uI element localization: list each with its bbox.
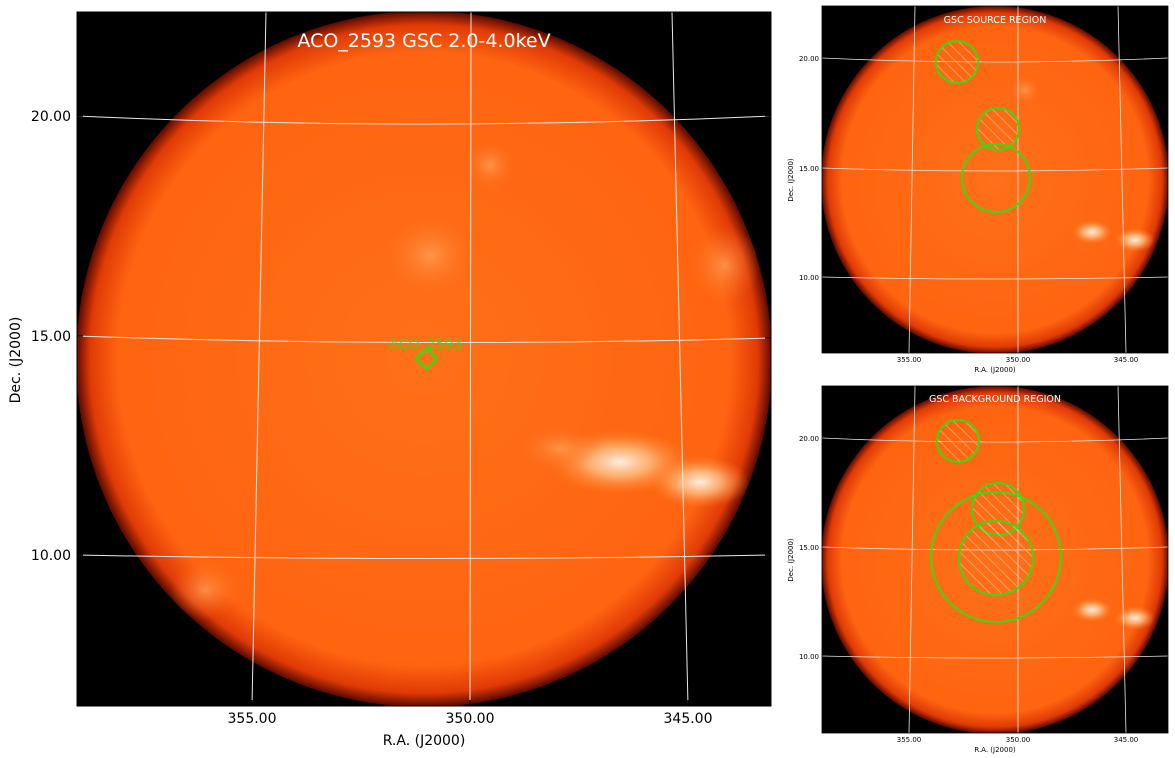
main-sky-disk [77,12,771,706]
cluster-marker: ACO_2593 [390,337,463,371]
diamond-marker-icon [414,346,439,371]
source-y-tick-label: 10.00 [799,274,819,282]
main-x-tick-label: 350.00 [446,711,495,727]
excluded-region-circle [976,107,1020,151]
background-x-tick-label: 355.00 [897,736,922,744]
background-y-tick-label: 15.00 [799,544,819,552]
main-x-axis-label: R.A. (J2000) [383,733,466,749]
background-y-tick-label: 20.00 [799,435,819,443]
main-bright-source-halo [520,426,600,470]
main-bright-source-tail [650,456,750,508]
source-title: GSC SOURCE REGION [944,15,1047,26]
source-y-tick-label: 20.00 [799,55,819,63]
background-x-tick-label: 345.00 [1114,736,1139,744]
main-y-axis-label: Dec. (J2000) [8,317,24,404]
source-bright-source-tail [1115,228,1155,252]
background-axes-frame [821,385,1169,734]
source-region-circle [961,143,1031,213]
source-y-tick-label: 15.00 [799,165,819,173]
background-bright-source [1072,598,1112,622]
background-annulus-outer [930,491,1062,623]
source-bright-source [1072,220,1112,244]
background-region-panel: GSC BACKGROUND REGION 355.00 350.00 345.… [787,385,1169,754]
excluded-region-circle [935,40,979,84]
main-y-tick-label: 20.00 [31,109,71,125]
background-y-axis-label: Dec. (J2000) [787,538,795,582]
main-axes-frame [76,11,772,707]
excluded-source-circle [958,520,1034,596]
main-title: ACO_2593 GSC 2.0-4.0keV [297,30,550,52]
source-diffuse-emission [1010,75,1040,105]
main-y-tick-label: 10.00 [31,548,71,564]
main-diffuse-emission-3 [690,225,760,305]
background-bright-source-tail [1115,606,1155,630]
main-x-tick-label: 345.00 [664,711,713,727]
background-y-tick-label: 10.00 [799,653,819,661]
source-coordinate-grid [822,6,1168,353]
marker-label: ACO_2593 [390,337,463,353]
background-x-tick-label: 350.00 [1006,736,1031,744]
main-diffuse-emission-2 [465,140,515,190]
background-title: GSC BACKGROUND REGION [929,394,1061,405]
background-x-axis-label: R.A. (J2000) [974,746,1016,754]
source-x-tick-label: 355.00 [897,356,922,364]
excluded-region-circle [936,419,980,463]
main-y-tick-label: 15.00 [31,329,71,345]
source-region-panel: GSC SOURCE REGION 355.00 350.00 345.00 2… [787,5,1169,374]
main-x-tick-label: 355.00 [228,711,277,727]
background-regions [930,419,1062,623]
main-panel: ACO_2593 ACO_2593 GSC 2.0-4.0keV 355.00 … [8,11,772,749]
source-x-tick-label: 350.00 [1006,356,1031,364]
main-coordinate-grid [77,12,771,706]
source-sky-disk [822,6,1168,353]
main-diffuse-emission-4 [170,560,240,620]
main-diffuse-emission [385,215,475,295]
source-x-axis-label: R.A. (J2000) [974,366,1016,374]
source-y-axis-label: Dec. (J2000) [787,158,795,202]
source-x-tick-label: 345.00 [1114,356,1139,364]
source-axes-frame [821,5,1169,354]
source-regions [935,40,1031,213]
main-ticks [77,115,771,706]
